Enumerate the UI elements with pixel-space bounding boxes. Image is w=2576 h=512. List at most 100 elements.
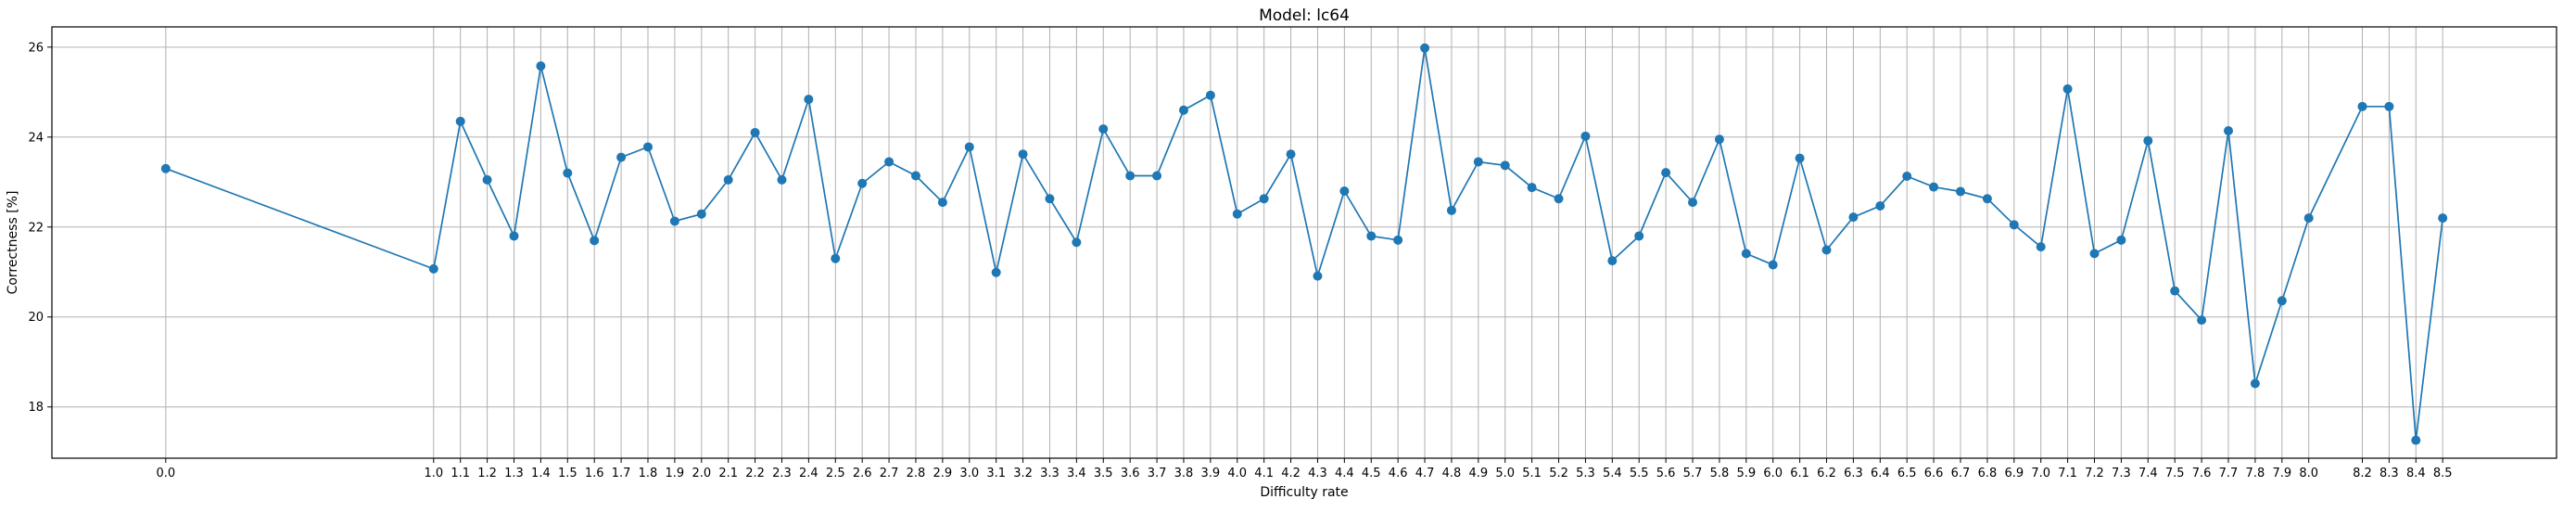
data-point (2303, 213, 2314, 224)
data-point (1018, 149, 1028, 160)
x-tick-label: 8.2 (2353, 467, 2372, 480)
data-point (777, 174, 787, 185)
data-point (1741, 249, 1751, 259)
x-tick-label: 4.6 (1389, 467, 1408, 480)
x-tick-label: 7.0 (2031, 467, 2050, 480)
data-point (642, 142, 653, 152)
data-point (616, 152, 627, 162)
data-point (2357, 101, 2367, 111)
data-point (804, 95, 814, 105)
y-tick-label: 20 (28, 311, 44, 325)
x-tick-label: 7.7 (2219, 467, 2239, 480)
x-tick-label: 3.9 (1201, 467, 1221, 480)
y-tick-label: 24 (28, 131, 44, 145)
x-tick-label: 3.3 (1040, 467, 1060, 480)
data-point (428, 263, 438, 274)
data-point (696, 209, 706, 219)
data-point (1929, 182, 1939, 192)
data-point (1446, 205, 1456, 215)
x-tick-label: 1.9 (666, 467, 685, 480)
x-tick-label: 8.0 (2299, 467, 2318, 480)
data-point (2277, 296, 2287, 306)
data-point (669, 216, 679, 226)
data-point (2116, 235, 2126, 245)
x-tick-label: 3.7 (1148, 467, 1167, 480)
x-tick-label: 5.3 (1576, 467, 1595, 480)
x-tick-label: 7.8 (2246, 467, 2265, 480)
x-tick-label: 7.4 (2138, 467, 2158, 480)
data-point (2438, 213, 2448, 224)
x-tick-label: 5.0 (1495, 467, 1515, 480)
x-tick-label: 3.4 (1067, 467, 1086, 480)
x-tick-label: 4.2 (1281, 467, 1301, 480)
data-point (991, 267, 1001, 277)
x-tick-label: 3.6 (1121, 467, 1140, 480)
x-tick-label: 7.9 (2272, 467, 2291, 480)
y-tick-label: 18 (28, 401, 44, 415)
data-point (937, 198, 947, 208)
x-tick-label: 3.8 (1174, 467, 1194, 480)
data-point (964, 142, 974, 152)
x-tick-label: 6.1 (1790, 467, 1809, 480)
series-line (165, 47, 2444, 441)
x-tick-label: 3.1 (986, 467, 1006, 480)
x-axis-label: Difficulty rate (1260, 485, 1348, 500)
data-point (2009, 220, 2019, 230)
x-tick-label: 1.6 (585, 467, 604, 480)
data-point (2250, 378, 2260, 389)
x-tick-label: 5.1 (1522, 467, 1542, 480)
y-tick-label: 26 (28, 41, 44, 55)
x-tick-label: 7.2 (2085, 467, 2104, 480)
x-tick-label: 2.6 (853, 467, 872, 480)
data-point (1178, 105, 1188, 115)
x-tick-label: 6.9 (2004, 467, 2024, 480)
data-point (2223, 126, 2233, 136)
x-tick-label: 6.6 (1924, 467, 1944, 480)
x-tick-label: 1.0 (424, 467, 443, 480)
x-tick-label: 7.5 (2165, 467, 2185, 480)
data-point (1366, 231, 1377, 241)
data-point (831, 253, 841, 263)
data-point (536, 61, 546, 71)
x-tick-label: 5.5 (1630, 467, 1649, 480)
data-point (1848, 212, 1859, 223)
x-tick-label: 2.2 (745, 467, 765, 480)
data-point (1098, 124, 1109, 134)
data-point (1072, 237, 1082, 248)
x-tick-label: 4.8 (1442, 467, 1462, 480)
data-point (1286, 149, 1296, 160)
data-point (2143, 135, 2153, 146)
x-tick-label: 5.9 (1736, 467, 1756, 480)
x-tick-label: 2.5 (826, 467, 845, 480)
x-tick-label: 6.7 (1951, 467, 1971, 480)
data-point (2062, 83, 2073, 94)
x-tick-label: 5.8 (1710, 467, 1730, 480)
x-tick-label: 4.5 (1362, 467, 1381, 480)
x-tick-label: 1.2 (477, 467, 497, 480)
data-point (1473, 157, 1483, 167)
x-tick-label: 1.5 (558, 467, 577, 480)
data-point (590, 236, 600, 246)
x-tick-label: 6.0 (1763, 467, 1783, 480)
x-tick-label: 2.9 (933, 467, 953, 480)
data-point (1045, 194, 1055, 204)
data-point (1259, 194, 1269, 204)
y-axis-label: Correctness [%] (6, 191, 20, 295)
x-tick-label: 8.4 (2406, 467, 2426, 480)
x-tick-label: 1.7 (612, 467, 631, 480)
data-point (1688, 198, 1698, 208)
x-tick-label: 4.3 (1308, 467, 1327, 480)
data-point (857, 178, 868, 188)
data-point (910, 171, 920, 181)
data-point (723, 174, 733, 185)
x-tick-label: 6.2 (1817, 467, 1836, 480)
x-tick-label: 3.0 (959, 467, 979, 480)
x-tick-label: 1.8 (639, 467, 658, 480)
data-point (1527, 183, 1537, 193)
x-tick-label: 5.2 (1549, 467, 1568, 480)
x-tick-label: 6.8 (1978, 467, 1998, 480)
data-point (1795, 153, 1805, 163)
x-tick-label: 7.6 (2192, 467, 2212, 480)
data-point (482, 174, 492, 185)
x-tick-label: 5.6 (1656, 467, 1676, 480)
